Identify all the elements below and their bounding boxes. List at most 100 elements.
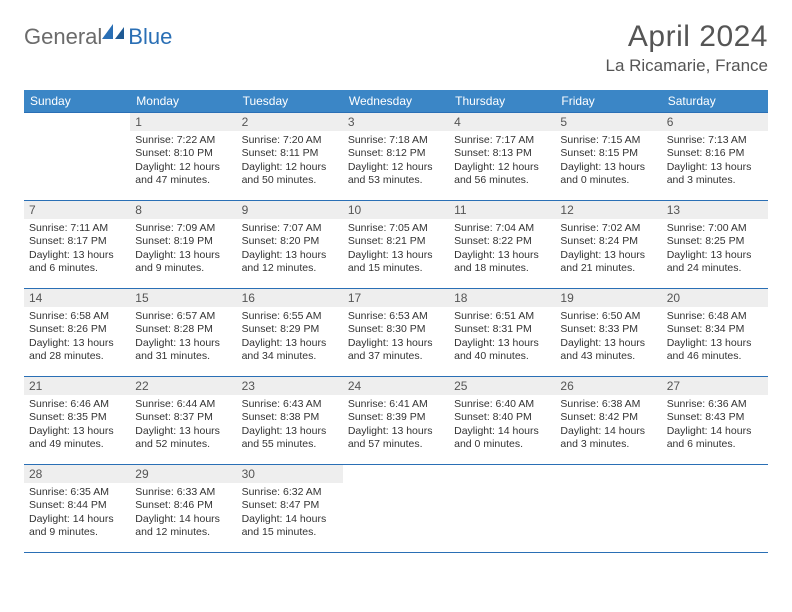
sunset-text: Sunset: 8:43 PM <box>667 411 763 424</box>
sunset-text: Sunset: 8:34 PM <box>667 323 763 336</box>
day-cell: 15Sunrise: 6:57 AMSunset: 8:28 PMDayligh… <box>130 289 236 377</box>
day-of-week-row: Sunday Monday Tuesday Wednesday Thursday… <box>24 90 768 113</box>
day-number: 25 <box>449 377 555 395</box>
daylight-text: Daylight: 13 hours and 6 minutes. <box>29 249 125 276</box>
day-number: 9 <box>237 201 343 219</box>
sail-icon <box>102 24 126 42</box>
daylight-text: Daylight: 14 hours and 0 minutes. <box>454 425 550 452</box>
day-number: 26 <box>555 377 661 395</box>
day-number: 28 <box>24 465 130 483</box>
day-number: 29 <box>130 465 236 483</box>
sunset-text: Sunset: 8:31 PM <box>454 323 550 336</box>
day-cell: 1Sunrise: 7:22 AMSunset: 8:10 PMDaylight… <box>130 113 236 201</box>
day-number <box>555 465 661 482</box>
day-details: Sunrise: 6:35 AMSunset: 8:44 PMDaylight:… <box>24 483 130 544</box>
day-number <box>662 465 768 482</box>
sunrise-text: Sunrise: 6:40 AM <box>454 398 550 411</box>
day-number: 30 <box>237 465 343 483</box>
day-cell: 24Sunrise: 6:41 AMSunset: 8:39 PMDayligh… <box>343 377 449 465</box>
daylight-text: Daylight: 14 hours and 6 minutes. <box>667 425 763 452</box>
day-cell: 4Sunrise: 7:17 AMSunset: 8:13 PMDaylight… <box>449 113 555 201</box>
sunrise-text: Sunrise: 7:22 AM <box>135 134 231 147</box>
day-details: Sunrise: 6:38 AMSunset: 8:42 PMDaylight:… <box>555 395 661 456</box>
daylight-text: Daylight: 14 hours and 15 minutes. <box>242 513 338 540</box>
day-details: Sunrise: 7:00 AMSunset: 8:25 PMDaylight:… <box>662 219 768 280</box>
sunset-text: Sunset: 8:39 PM <box>348 411 444 424</box>
day-number: 6 <box>662 113 768 131</box>
day-cell <box>555 465 661 553</box>
sunset-text: Sunset: 8:13 PM <box>454 147 550 160</box>
dow-header: Wednesday <box>343 90 449 113</box>
sunrise-text: Sunrise: 6:44 AM <box>135 398 231 411</box>
day-cell: 25Sunrise: 6:40 AMSunset: 8:40 PMDayligh… <box>449 377 555 465</box>
day-cell: 28Sunrise: 6:35 AMSunset: 8:44 PMDayligh… <box>24 465 130 553</box>
sunset-text: Sunset: 8:26 PM <box>29 323 125 336</box>
sunset-text: Sunset: 8:19 PM <box>135 235 231 248</box>
day-number: 16 <box>237 289 343 307</box>
day-cell: 12Sunrise: 7:02 AMSunset: 8:24 PMDayligh… <box>555 201 661 289</box>
day-details: Sunrise: 6:43 AMSunset: 8:38 PMDaylight:… <box>237 395 343 456</box>
daylight-text: Daylight: 13 hours and 9 minutes. <box>135 249 231 276</box>
sunrise-text: Sunrise: 7:04 AM <box>454 222 550 235</box>
sunrise-text: Sunrise: 7:17 AM <box>454 134 550 147</box>
day-details: Sunrise: 7:17 AMSunset: 8:13 PMDaylight:… <box>449 131 555 192</box>
sunset-text: Sunset: 8:20 PM <box>242 235 338 248</box>
day-details: Sunrise: 6:32 AMSunset: 8:47 PMDaylight:… <box>237 483 343 544</box>
day-number: 3 <box>343 113 449 131</box>
day-cell: 2Sunrise: 7:20 AMSunset: 8:11 PMDaylight… <box>237 113 343 201</box>
daylight-text: Daylight: 13 hours and 3 minutes. <box>667 161 763 188</box>
day-details: Sunrise: 6:57 AMSunset: 8:28 PMDaylight:… <box>130 307 236 368</box>
daylight-text: Daylight: 13 hours and 21 minutes. <box>560 249 656 276</box>
day-cell: 17Sunrise: 6:53 AMSunset: 8:30 PMDayligh… <box>343 289 449 377</box>
sunrise-text: Sunrise: 7:00 AM <box>667 222 763 235</box>
sunset-text: Sunset: 8:38 PM <box>242 411 338 424</box>
day-cell: 19Sunrise: 6:50 AMSunset: 8:33 PMDayligh… <box>555 289 661 377</box>
sunset-text: Sunset: 8:15 PM <box>560 147 656 160</box>
day-cell <box>24 113 130 201</box>
sunset-text: Sunset: 8:44 PM <box>29 499 125 512</box>
day-details: Sunrise: 6:55 AMSunset: 8:29 PMDaylight:… <box>237 307 343 368</box>
day-number: 10 <box>343 201 449 219</box>
day-details: Sunrise: 7:22 AMSunset: 8:10 PMDaylight:… <box>130 131 236 192</box>
sunset-text: Sunset: 8:25 PM <box>667 235 763 248</box>
day-number: 20 <box>662 289 768 307</box>
day-details: Sunrise: 7:02 AMSunset: 8:24 PMDaylight:… <box>555 219 661 280</box>
daylight-text: Daylight: 13 hours and 37 minutes. <box>348 337 444 364</box>
day-details: Sunrise: 6:44 AMSunset: 8:37 PMDaylight:… <box>130 395 236 456</box>
daylight-text: Daylight: 14 hours and 9 minutes. <box>29 513 125 540</box>
day-number: 7 <box>24 201 130 219</box>
sunset-text: Sunset: 8:10 PM <box>135 147 231 160</box>
day-number: 4 <box>449 113 555 131</box>
week-row: 21Sunrise: 6:46 AMSunset: 8:35 PMDayligh… <box>24 377 768 465</box>
day-number: 22 <box>130 377 236 395</box>
day-cell: 22Sunrise: 6:44 AMSunset: 8:37 PMDayligh… <box>130 377 236 465</box>
sunrise-text: Sunrise: 6:43 AM <box>242 398 338 411</box>
sunrise-text: Sunrise: 6:38 AM <box>560 398 656 411</box>
day-number: 24 <box>343 377 449 395</box>
day-cell: 23Sunrise: 6:43 AMSunset: 8:38 PMDayligh… <box>237 377 343 465</box>
dow-header: Thursday <box>449 90 555 113</box>
day-cell: 20Sunrise: 6:48 AMSunset: 8:34 PMDayligh… <box>662 289 768 377</box>
day-details: Sunrise: 7:05 AMSunset: 8:21 PMDaylight:… <box>343 219 449 280</box>
day-details: Sunrise: 6:48 AMSunset: 8:34 PMDaylight:… <box>662 307 768 368</box>
day-details: Sunrise: 7:20 AMSunset: 8:11 PMDaylight:… <box>237 131 343 192</box>
sunrise-text: Sunrise: 7:11 AM <box>29 222 125 235</box>
sunrise-text: Sunrise: 7:02 AM <box>560 222 656 235</box>
day-number: 21 <box>24 377 130 395</box>
daylight-text: Daylight: 13 hours and 43 minutes. <box>560 337 656 364</box>
week-row: 14Sunrise: 6:58 AMSunset: 8:26 PMDayligh… <box>24 289 768 377</box>
sunset-text: Sunset: 8:37 PM <box>135 411 231 424</box>
day-cell: 7Sunrise: 7:11 AMSunset: 8:17 PMDaylight… <box>24 201 130 289</box>
sunset-text: Sunset: 8:24 PM <box>560 235 656 248</box>
day-details: Sunrise: 6:51 AMSunset: 8:31 PMDaylight:… <box>449 307 555 368</box>
day-number: 14 <box>24 289 130 307</box>
day-number: 2 <box>237 113 343 131</box>
sunrise-text: Sunrise: 6:36 AM <box>667 398 763 411</box>
sunrise-text: Sunrise: 7:15 AM <box>560 134 656 147</box>
sunset-text: Sunset: 8:47 PM <box>242 499 338 512</box>
daylight-text: Daylight: 13 hours and 0 minutes. <box>560 161 656 188</box>
brand-part2: Blue <box>128 24 172 50</box>
daylight-text: Daylight: 13 hours and 52 minutes. <box>135 425 231 452</box>
sunset-text: Sunset: 8:16 PM <box>667 147 763 160</box>
sunset-text: Sunset: 8:11 PM <box>242 147 338 160</box>
